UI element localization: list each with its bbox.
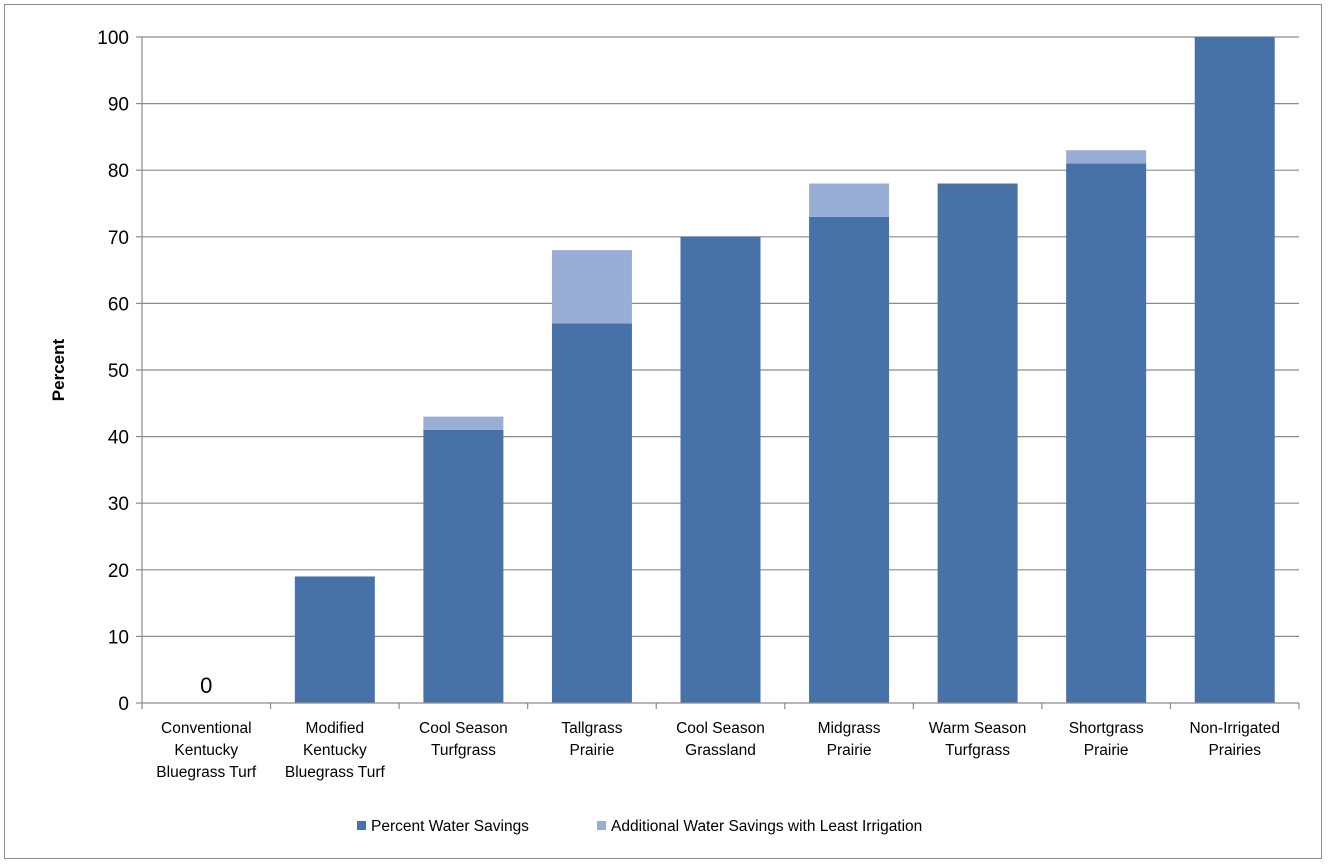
x-tick-label: Prairie <box>827 742 872 759</box>
y-tick-label: 40 <box>108 428 129 449</box>
y-tick-label: 50 <box>108 361 129 382</box>
y-tick-label: 100 <box>97 28 129 49</box>
bar-water-savings <box>551 323 632 703</box>
bar-water-savings <box>1194 37 1275 703</box>
bar-water-savings <box>1066 163 1147 704</box>
x-tick-label: Turfgrass <box>431 742 496 759</box>
x-tick-label: Turfgrass <box>945 742 1010 759</box>
x-tick-label: Cool Season <box>676 720 765 737</box>
x-tick-label: Non-Irrigated <box>1189 720 1279 737</box>
legend-swatch <box>357 821 366 830</box>
bar-water-savings <box>680 236 761 704</box>
x-tick-label: Prairie <box>1084 742 1129 759</box>
bar-water-savings <box>423 429 504 703</box>
y-tick-label: 80 <box>108 161 129 182</box>
bar-additional-savings <box>551 250 632 324</box>
x-tick-label: Prairies <box>1208 742 1261 759</box>
x-tick-label: Modified <box>306 720 365 737</box>
data-label: 0 <box>200 673 212 698</box>
legend: Percent Water Savings Additional Water Sa… <box>357 818 922 835</box>
x-tick-label: Bluegrass Turf <box>285 764 386 781</box>
x-tick-label: Warm Season <box>929 720 1027 737</box>
y-tick-label: 30 <box>108 494 129 515</box>
legend-label: Additional Water Savings with Least Irri… <box>611 818 922 835</box>
y-tick-label: 10 <box>108 627 129 648</box>
x-tick-label: Prairie <box>570 742 615 759</box>
y-tick-label: 0 <box>118 694 129 715</box>
x-tick-label: Conventional <box>161 720 251 737</box>
axes: 0 10 20 30 40 50 60 70 80 90 100 Conventional Kentuc… <box>97 28 1300 781</box>
bar-water-savings <box>294 576 375 703</box>
legend-swatch <box>597 821 606 830</box>
legend-label: Percent Water Savings <box>371 818 529 835</box>
x-tick-label: Cool Season <box>419 720 508 737</box>
y-tick-label: 60 <box>108 294 129 315</box>
x-tick-label: Shortgrass <box>1069 720 1144 737</box>
bar-water-savings <box>809 216 890 703</box>
x-tick-label: Kentucky <box>303 742 367 759</box>
y-tick-label: 20 <box>108 561 129 582</box>
x-tick-label: Tallgrass <box>561 720 622 737</box>
x-tick-label: Grassland <box>685 742 756 759</box>
y-axis-label: Percent <box>49 338 68 401</box>
y-tick-label: 70 <box>108 228 129 249</box>
x-tick-label: Midgrass <box>818 720 881 737</box>
chart-frame <box>4 4 1322 859</box>
bar-additional-savings <box>1066 150 1147 164</box>
x-tick-label: Kentucky <box>174 742 238 759</box>
bar-water-savings <box>937 183 1018 703</box>
bar-additional-savings <box>809 183 890 217</box>
x-tick-label: Bluegrass Turf <box>156 764 257 781</box>
y-tick-label: 90 <box>108 95 129 116</box>
bar-additional-savings <box>423 416 504 430</box>
bars <box>294 37 1275 704</box>
